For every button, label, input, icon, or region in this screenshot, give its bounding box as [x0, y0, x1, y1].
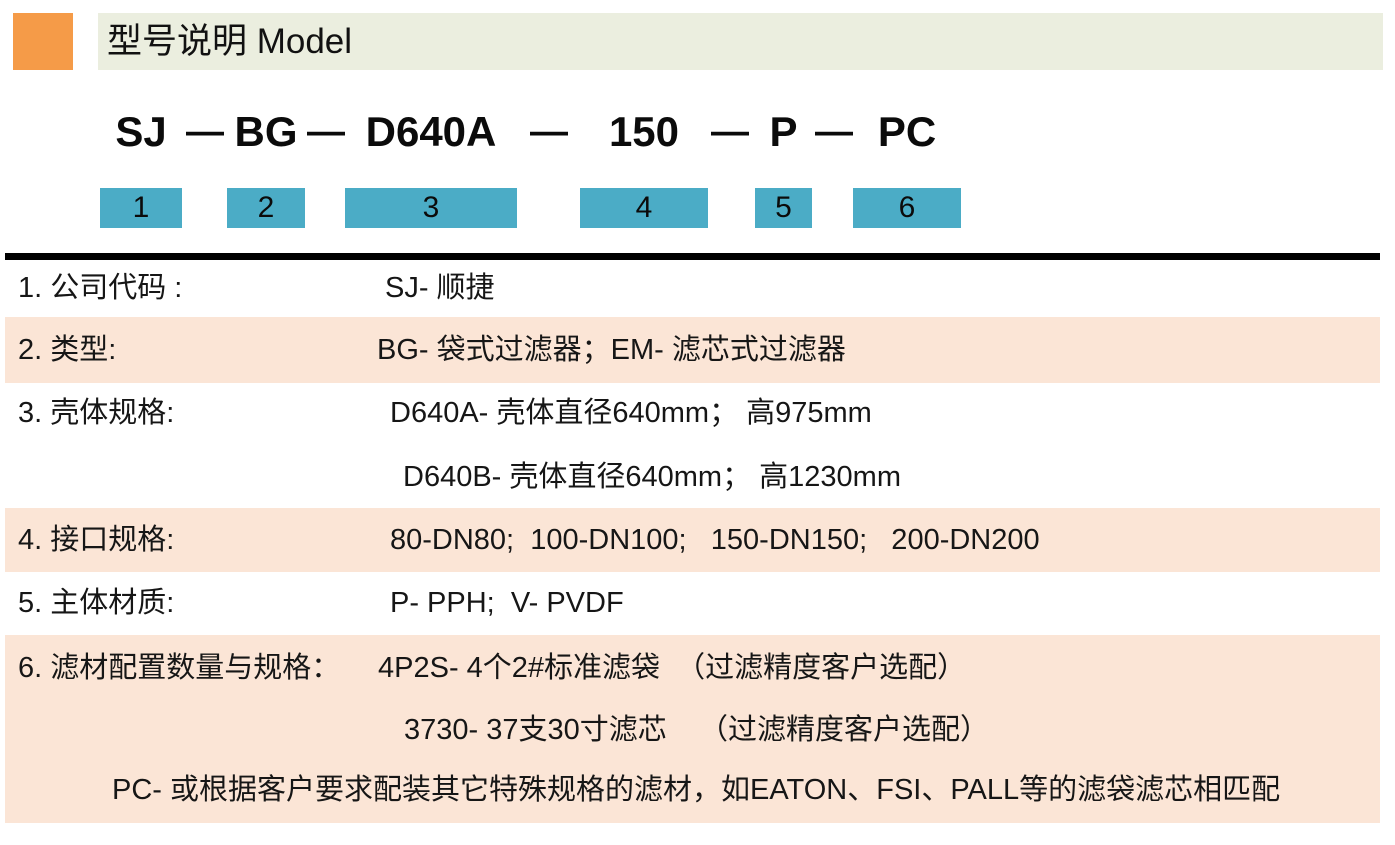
segment-number-box: 3	[345, 188, 517, 228]
model-segment-group-4: 150 4	[580, 106, 708, 228]
model-segment-code: D640A	[365, 108, 497, 155]
legend-row-value: PC- 或根据客户要求配装其它特殊规格的滤材，如EATON、FSI、PALL等的…	[112, 774, 1281, 806]
segment-number-box: 6	[853, 188, 961, 228]
legend-row-shell-spec: 3. 壳体规格: D640A- 壳体直径640mm； 高975mm D640B-…	[5, 383, 1380, 508]
legend-row-type: 2. 类型: BG- 袋式过滤器；EM- 滤芯式过滤器	[5, 317, 1380, 383]
model-segment-code: 150	[608, 108, 680, 155]
model-segment-code: P	[769, 108, 798, 155]
segment-dash: —	[530, 111, 568, 153]
segment-dash: —	[815, 111, 853, 153]
legend-row-label: 4. 接口规格:	[18, 524, 175, 556]
accent-square-icon	[13, 13, 73, 70]
model-segment-group-6: PC 6	[853, 106, 961, 228]
legend-row-label: 1. 公司代码 :	[18, 272, 183, 304]
segment-number-box: 5	[755, 188, 812, 228]
segment-number-box: 1	[100, 188, 182, 228]
model-segment-code: PC	[877, 108, 937, 155]
legend-row-value: D640B- 壳体直径640mm； 高1230mm	[403, 461, 901, 493]
legend-row-label: 5. 主体材质:	[18, 587, 175, 619]
legend-row-value: SJ- 顺捷	[385, 272, 495, 304]
section-title-band: 型号说明 Model	[98, 13, 1383, 70]
legend-row-label: 6. 滤材配置数量与规格：	[18, 652, 341, 684]
legend-row-value: 4P2S- 4个2#标准滤袋 （过滤精度客户选配）	[378, 652, 967, 684]
model-segment-group-2: BG 2	[227, 106, 305, 228]
legend-row-value: P- PPH; V- PVDF	[390, 587, 624, 619]
model-segment-group-1: SJ 1	[100, 106, 182, 228]
legend-row-label: 2. 类型:	[18, 334, 117, 366]
legend-row-port-spec: 4. 接口规格: 80-DN80; 100-DN100; 150-DN150; …	[5, 508, 1380, 572]
legend-row-label: 3. 壳体规格:	[18, 397, 175, 429]
model-legend-table: 1. 公司代码 : SJ- 顺捷 2. 类型: BG- 袋式过滤器；EM- 滤芯…	[5, 260, 1380, 823]
legend-row-value: 3730- 37支30寸滤芯 （过滤精度客户选配）	[404, 714, 989, 746]
segment-number-box: 4	[580, 188, 708, 228]
legend-row-company-code: 1. 公司代码 : SJ- 顺捷	[5, 260, 1380, 317]
legend-row-value: D640A- 壳体直径640mm； 高975mm	[390, 397, 872, 429]
segment-dash: —	[186, 111, 224, 153]
model-segment-group-3: D640A 3	[345, 106, 517, 228]
segment-dash: —	[307, 111, 345, 153]
legend-row-value: 80-DN80; 100-DN100; 150-DN150; 200-DN200	[390, 524, 1040, 556]
page-title: 型号说明 Model	[107, 22, 353, 61]
model-segment-group-5: P 5	[755, 106, 812, 228]
model-segment-code: SJ	[115, 108, 167, 155]
legend-row-filter-media: 6. 滤材配置数量与规格： 4P2S- 4个2#标准滤袋 （过滤精度客户选配） …	[5, 635, 1380, 823]
section-divider	[5, 253, 1380, 260]
legend-row-value: BG- 袋式过滤器；EM- 滤芯式过滤器	[377, 334, 846, 366]
segment-dash: —	[711, 111, 749, 153]
model-segment-code: BG	[234, 108, 298, 155]
legend-row-body-material: 5. 主体材质: P- PPH; V- PVDF	[5, 572, 1380, 635]
segment-number-box: 2	[227, 188, 305, 228]
